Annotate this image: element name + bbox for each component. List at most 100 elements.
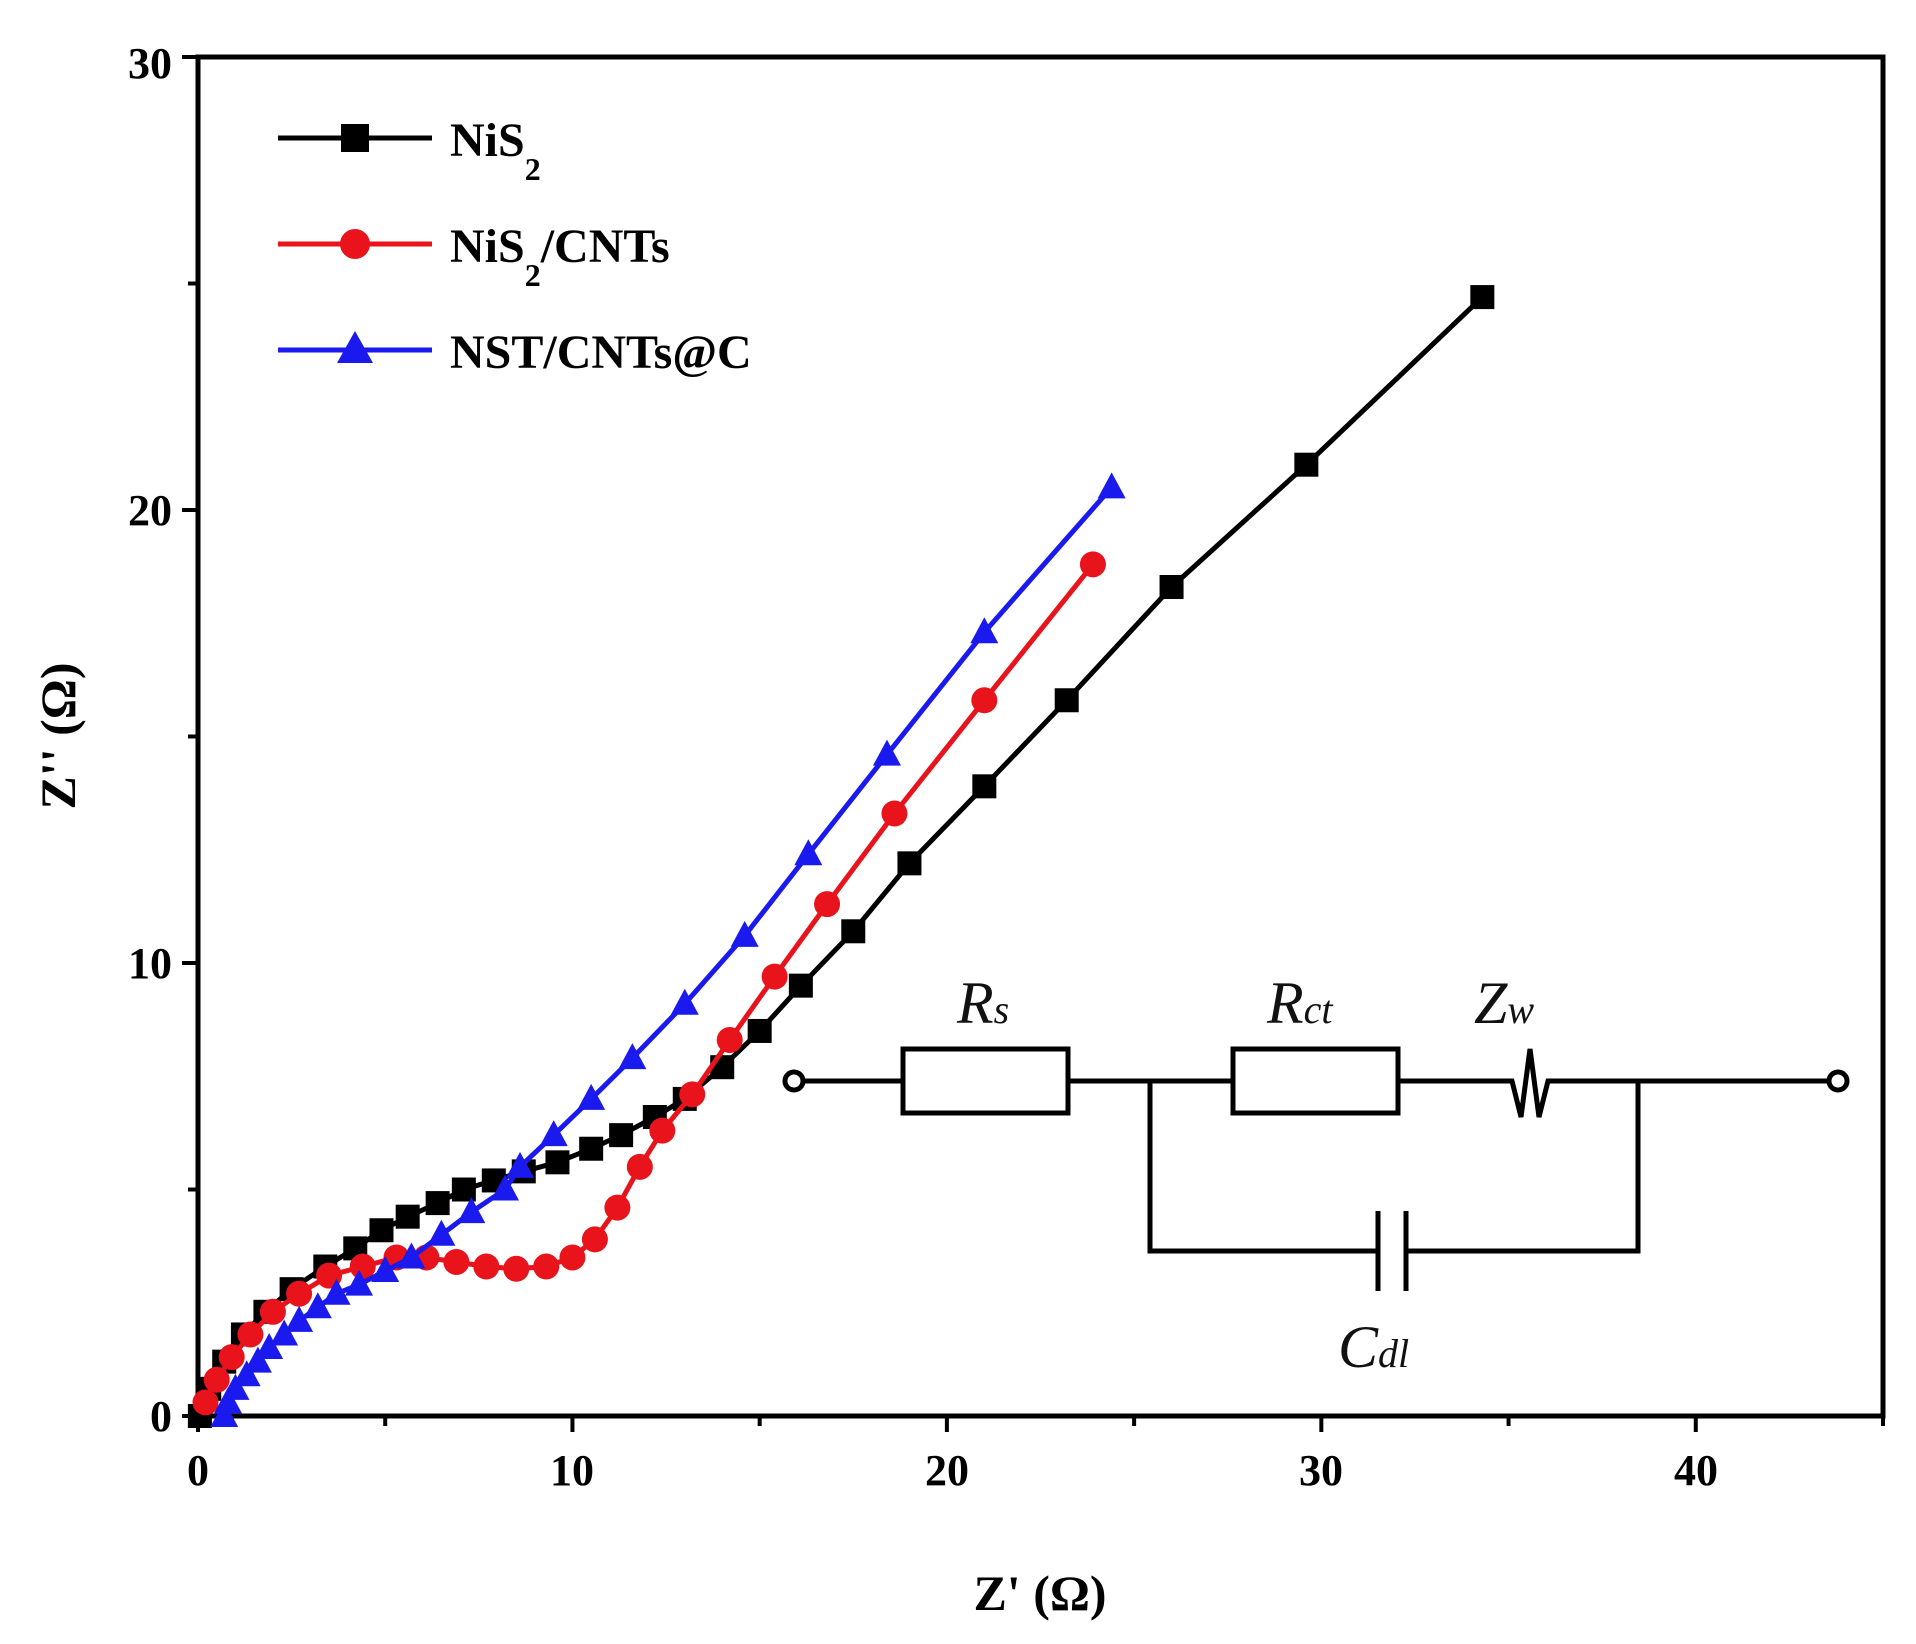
cdl-label: Cdl (1338, 1314, 1409, 1380)
rs-label-sub: s (994, 987, 1010, 1032)
warburg-element (1500, 1048, 1638, 1118)
data-point-square (369, 1218, 394, 1243)
data-point-square (425, 1191, 450, 1216)
x-tick-label: 20 (925, 1446, 969, 1495)
legend-item-nis2-cnts: NiS2/CNTs (278, 220, 670, 293)
data-point-square (788, 973, 813, 998)
data-point-square (1054, 688, 1079, 713)
data-point-triangle (285, 1305, 314, 1332)
data-point-circle (881, 800, 908, 827)
series-nst-cnts-c (210, 472, 1126, 1427)
data-point-triangle (232, 1360, 261, 1387)
x-tick-labels: 0 10 20 30 40 (187, 1446, 1718, 1495)
data-point-triangle (457, 1197, 486, 1224)
legend-label-nst-cnts-c: NST/CNTs@C (450, 326, 752, 379)
data-point-triangle (427, 1219, 456, 1246)
data-point-triangle (221, 1373, 250, 1400)
x-tick-label: 40 (1674, 1446, 1718, 1495)
y-axis-title: Z'' (Ω) (30, 663, 86, 810)
data-point-triangle (322, 1278, 351, 1305)
data-point-triangle (970, 617, 999, 644)
legend-marker-circle (340, 229, 370, 259)
data-point-circle (716, 1027, 743, 1054)
legend: NiS2 NiS2/CNTs NST/CNTs@C (278, 114, 752, 379)
cdl-label-sub: dl (1378, 1331, 1409, 1376)
data-point-triangle (670, 988, 699, 1015)
data-point-circle (533, 1253, 560, 1280)
data-point-square (1159, 575, 1184, 600)
data-point-triangle (243, 1346, 272, 1373)
series-nis2-cnts (192, 551, 1106, 1416)
cdl-label-main: C (1338, 1314, 1379, 1380)
data-point-square (451, 1177, 476, 1202)
resistor-rct (1230, 1046, 1401, 1116)
data-point-square (897, 851, 922, 876)
y-tick-label: 30 (128, 39, 172, 88)
rct-label-main: R (1266, 970, 1304, 1036)
legend-label-nis2-cnts: NiS2/CNTs (450, 220, 670, 293)
data-point-square (747, 1018, 772, 1043)
axis-ticks (182, 55, 1885, 1432)
data-point-triangle (794, 839, 823, 866)
data-point-circle (604, 1194, 631, 1221)
data-point-circle (473, 1253, 500, 1280)
data-point-circle (971, 687, 998, 714)
legend-label-sub: 2 (525, 151, 541, 187)
data-point-circle (259, 1298, 286, 1325)
legend-label-nis2: NiS2 (450, 114, 541, 187)
data-point-circle (761, 963, 788, 990)
zw-label: Zw (1474, 970, 1534, 1036)
data-point-circle (286, 1280, 313, 1307)
data-point-circle (443, 1248, 470, 1275)
data-point-triangle (539, 1120, 568, 1147)
data-point-circle (649, 1117, 676, 1144)
y-tick-labels: 0 10 20 30 (128, 39, 172, 1441)
x-tick-label: 30 (1299, 1446, 1343, 1495)
rct-label-sub: ct (1304, 987, 1334, 1032)
circuit-terminal-left (782, 1069, 806, 1093)
legend-label-rest: /CNTs (540, 220, 670, 273)
data-point-square (609, 1123, 634, 1148)
circuit-terminal-right (1826, 1069, 1850, 1093)
data-point-circle (559, 1244, 586, 1271)
data-point-triangle (210, 1401, 239, 1427)
legend-label-main: NiS (450, 220, 525, 273)
zw-label-sub: w (1507, 987, 1534, 1032)
parallel-branch-left (1147, 1081, 1378, 1254)
data-point-triangle (270, 1319, 299, 1346)
x-tick-label: 10 (550, 1446, 594, 1495)
data-point-triangle (491, 1174, 520, 1201)
data-point-circle (1079, 551, 1106, 578)
data-point-triangle (303, 1292, 332, 1319)
y-tick-label: 0 (150, 1392, 172, 1441)
data-point-circle (814, 891, 841, 918)
data-point-triangle (618, 1043, 647, 1070)
data-point-circle (349, 1253, 376, 1280)
data-point-circle (503, 1255, 530, 1282)
data-point-triangle (1097, 472, 1126, 499)
legend-marker-square (341, 124, 369, 152)
data-point-triangle (213, 1387, 242, 1414)
rct-label: Rct (1266, 970, 1333, 1036)
resistor-rs (900, 1046, 1071, 1116)
y-tick-label: 10 (128, 939, 172, 988)
y-tick-label: 20 (128, 486, 172, 535)
legend-item-nis2: NiS2 (278, 114, 541, 187)
data-point-circle (218, 1344, 245, 1371)
data-point-circle (203, 1366, 230, 1393)
data-point-circle (581, 1226, 608, 1253)
rs-label: Rs (956, 970, 1009, 1036)
data-point-circle (192, 1389, 219, 1416)
data-point-circle (237, 1321, 264, 1348)
data-point-triangle (255, 1333, 284, 1360)
legend-label-sub: 2 (525, 257, 541, 293)
series-layer (187, 285, 1495, 1428)
data-point-triangle (730, 920, 759, 947)
rs-label-main: R (956, 970, 994, 1036)
data-point-square (545, 1150, 570, 1175)
equivalent-circuit-diagram (782, 1046, 1850, 1291)
data-point-square (841, 919, 866, 944)
zw-label-main: Z (1474, 970, 1508, 1036)
data-point-triangle (577, 1083, 606, 1110)
